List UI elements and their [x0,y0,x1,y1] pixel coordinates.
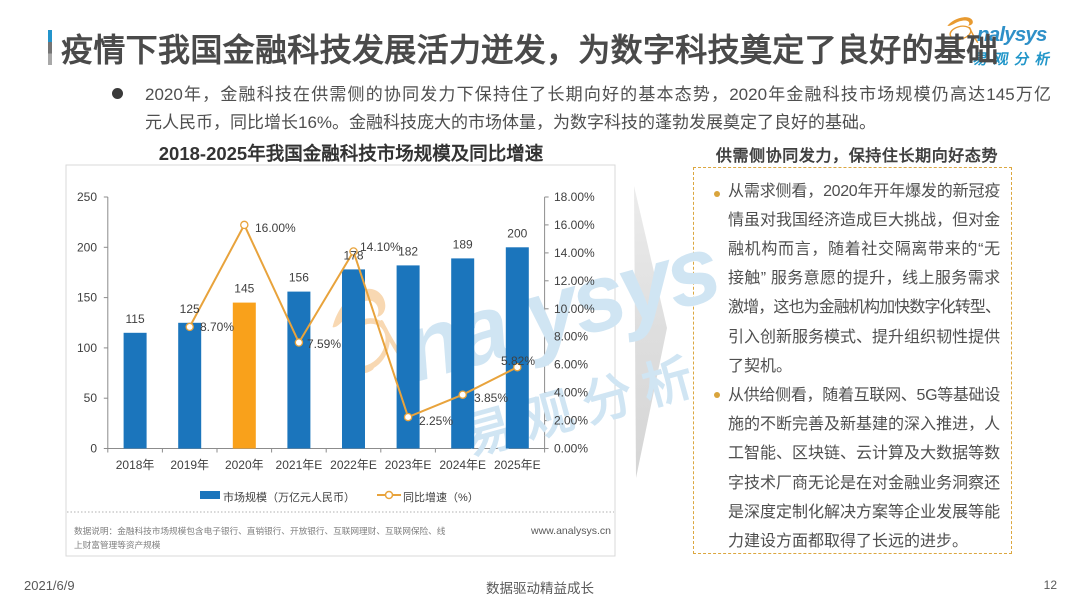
svg-text:12.00%: 12.00% [554,274,595,288]
svg-text:189: 189 [453,237,473,251]
svg-text:市场规模（万亿元人民币）: 市场规模（万亿元人民币） [223,490,355,504]
svg-text:14.00%: 14.00% [554,246,595,260]
svg-text:50: 50 [84,391,98,405]
svg-text:8.70%: 8.70% [200,320,234,334]
svg-text:上财富管理等资产规模: 上财富管理等资产规模 [74,539,161,550]
svg-text:250: 250 [77,190,97,204]
svg-text:nalysys: nalysys [977,23,1047,46]
svg-text:2021年E: 2021年E [276,458,323,472]
svg-text:8.00%: 8.00% [554,330,588,344]
svg-text:16.00%: 16.00% [255,221,296,235]
svg-text:200: 200 [77,240,97,254]
svg-text:178: 178 [343,248,363,262]
svg-text:2025年E: 2025年E [494,458,541,472]
svg-text:7.59%: 7.59% [307,337,341,351]
svg-text:4.00%: 4.00% [554,386,588,400]
svg-text:182: 182 [398,244,418,258]
svg-text:数据说明：金融科技市场规模包含电子银行、直销银行、开放银行、: 数据说明：金融科技市场规模包含电子银行、直销银行、开放银行、互联网理财、互联网保… [74,525,446,536]
svg-text:150: 150 [77,291,97,305]
svg-text:2018年: 2018年 [116,458,155,472]
svg-text:2.00%: 2.00% [554,414,588,428]
svg-text:14.10%: 14.10% [360,240,401,254]
svg-text:0.00%: 0.00% [554,442,588,456]
svg-text:2019年: 2019年 [170,458,209,472]
svg-text:16.00%: 16.00% [554,218,595,232]
svg-text:同比增速（%）: 同比增速（%） [403,490,479,504]
svg-text:156: 156 [289,271,309,285]
svg-text:2020年: 2020年 [225,458,264,472]
svg-text:易观分析: 易观分析 [972,50,1058,68]
svg-text:2018-2025年我国金融科技市场规模及同比增速: 2018-2025年我国金融科技市场规模及同比增速 [159,143,544,164]
svg-text:www.analysys.cn: www.analysys.cn [530,525,611,537]
svg-text:2023年E: 2023年E [385,458,432,472]
svg-text:145: 145 [234,282,254,296]
svg-text:10.00%: 10.00% [554,302,595,316]
svg-text:5.82%: 5.82% [501,354,535,368]
svg-text:100: 100 [77,341,97,355]
svg-text:115: 115 [126,312,145,326]
svg-text:3.85%: 3.85% [474,391,508,405]
svg-text:2024年E: 2024年E [439,458,486,472]
svg-text:200: 200 [507,226,527,240]
svg-text:18.00%: 18.00% [554,190,595,204]
svg-text:125: 125 [180,302,200,316]
svg-text:2.25%: 2.25% [419,414,453,428]
svg-text:2022年E: 2022年E [330,458,377,472]
svg-text:0: 0 [90,442,97,456]
svg-text:6.00%: 6.00% [554,358,588,372]
